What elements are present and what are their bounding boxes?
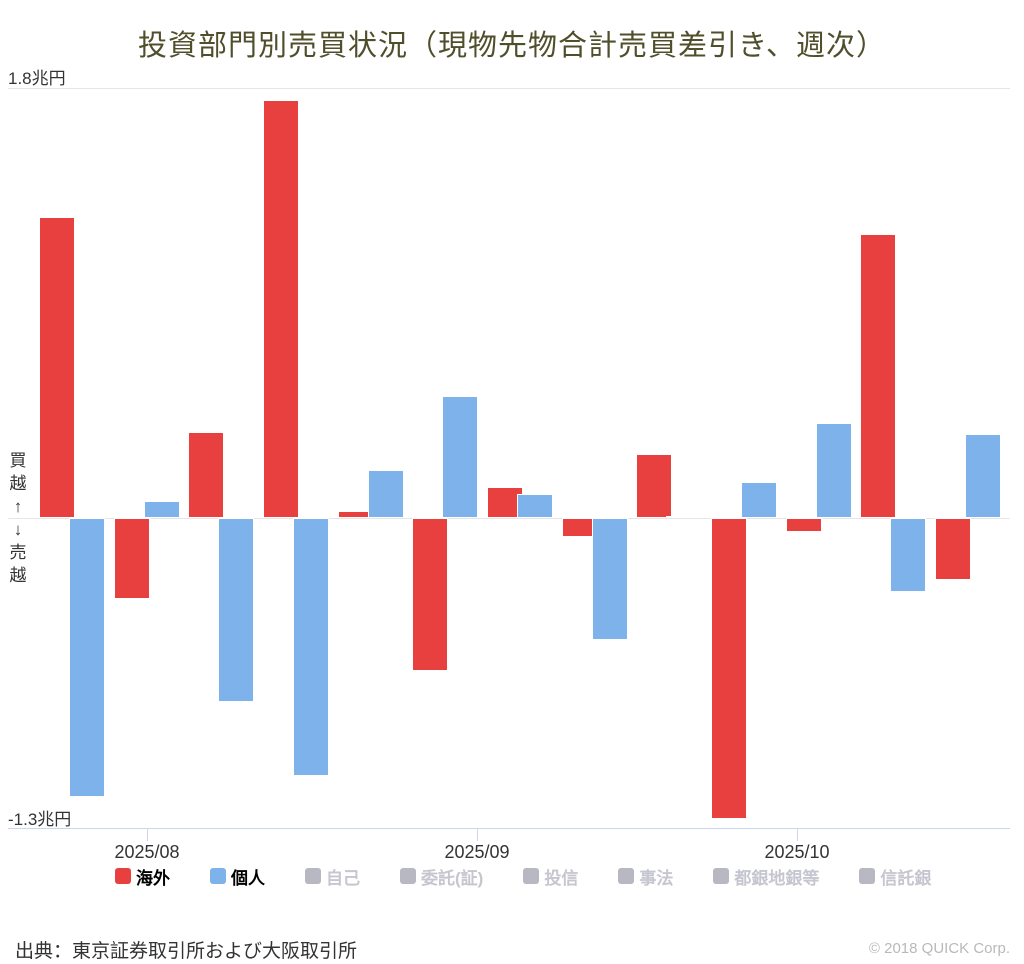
y-axis-max-label: 1.8兆円 — [8, 69, 66, 88]
legend-item-toshin[interactable]: 投信 — [523, 866, 579, 888]
bar-kojin-week9[interactable] — [666, 515, 703, 518]
y-axis-title-char: 越 — [9, 566, 27, 585]
bar-kojin-week7[interactable] — [516, 494, 553, 518]
bar-kaigai-week11[interactable] — [785, 518, 822, 533]
x-axis-tick — [147, 828, 148, 841]
chart-title: 投資部門別売買状況（現物先物合計売買差引き、週次） — [138, 30, 886, 62]
bar-kaigai-week6[interactable] — [412, 518, 449, 671]
y-axis-title-char: ↑ — [13, 497, 23, 516]
legend-item-itaku-sho[interactable]: 委託(証) — [400, 866, 484, 888]
legend-swatch-jiko — [305, 868, 321, 884]
bar-kaigai-week1[interactable] — [39, 217, 75, 518]
x-axis-line — [8, 828, 1010, 829]
bar-kojin-week2[interactable] — [143, 501, 180, 518]
legend-label-toshin: 投信 — [544, 868, 579, 888]
legend-item-kaigai[interactable]: 海外 — [115, 866, 170, 888]
legend-label-kojin: 個人 — [231, 868, 265, 888]
legend-swatch-jiho — [618, 868, 635, 884]
bar-kojin-week6[interactable] — [442, 396, 479, 518]
legend-swatch-togin-chigin — [713, 868, 730, 884]
y-axis-title-char: 買 — [9, 451, 27, 470]
bar-kaigai-week9[interactable] — [636, 453, 673, 518]
legend: 海外 個人 自己 委託(証) 投信 事法 都銀地銀等 信託銀 — [115, 866, 945, 888]
bar-kaigai-week3[interactable] — [188, 432, 225, 518]
legend-item-jiho[interactable]: 事法 — [618, 866, 674, 888]
legend-label-jiko: 自己 — [326, 868, 360, 888]
bar-kojin-week4[interactable] — [292, 518, 329, 776]
legend-swatch-kojin — [210, 868, 226, 884]
legend-item-kojin[interactable]: 個人 — [210, 866, 265, 888]
bar-kaigai-week2[interactable] — [113, 518, 150, 600]
x-axis-label: 2025/09 — [444, 842, 510, 862]
bar-kaigai-week13[interactable] — [934, 518, 971, 581]
bar-kojin-week8[interactable] — [591, 518, 628, 640]
bar-kojin-week3[interactable] — [218, 518, 255, 702]
bar-kaigai-week4[interactable] — [262, 100, 299, 518]
legend-label-jiho: 事法 — [639, 868, 674, 888]
x-axis-tick — [797, 828, 798, 841]
x-axis-label: 2025/10 — [764, 842, 830, 862]
bar-kaigai-week12[interactable] — [860, 233, 897, 518]
y-axis-title-char: 売 — [9, 543, 27, 562]
legend-label-togin-chigin: 都銀地銀等 — [734, 868, 820, 888]
bar-kojin-week5[interactable] — [367, 470, 404, 518]
bar-kojin-week11[interactable] — [815, 422, 852, 518]
legend-label-shintaku-gin: 信託銀 — [880, 868, 932, 888]
bar-kaigai-week10[interactable] — [710, 518, 747, 819]
x-axis-tick — [477, 828, 478, 841]
source-note: 出典：東京証券取引所および大阪取引所 — [15, 941, 358, 962]
legend-swatch-shintaku-gin — [859, 868, 876, 884]
legend-swatch-itaku-sho — [400, 868, 416, 884]
y-axis-title-char: 越 — [9, 474, 27, 493]
y-axis-title: 買越 ↑ ↓ 売越 — [8, 449, 28, 587]
x-axis-label: 2025/08 — [114, 842, 180, 862]
legend-swatch-toshin — [523, 868, 540, 884]
bar-kojin-week1[interactable] — [69, 518, 105, 798]
gridline-top — [8, 88, 1010, 89]
bar-kojin-week10[interactable] — [740, 482, 777, 518]
legend-item-jiko[interactable]: 自己 — [305, 866, 360, 888]
legend-swatch-kaigai — [115, 868, 131, 884]
gridline-zero — [8, 518, 1010, 519]
y-axis-title-char: ↓ — [13, 520, 23, 539]
copyright: © 2018 QUICK Corp. — [868, 940, 1010, 957]
y-axis-min-label: -1.3兆円 — [8, 810, 72, 829]
legend-item-shintaku-gin[interactable]: 信託銀 — [859, 866, 932, 888]
bar-kojin-week12[interactable] — [890, 518, 927, 592]
legend-item-togin-chigin[interactable]: 都銀地銀等 — [713, 866, 820, 888]
legend-label-itaku-sho: 委託(証) — [421, 868, 484, 888]
legend-label-kaigai: 海外 — [136, 868, 170, 888]
bar-kojin-week13[interactable] — [964, 434, 1001, 518]
